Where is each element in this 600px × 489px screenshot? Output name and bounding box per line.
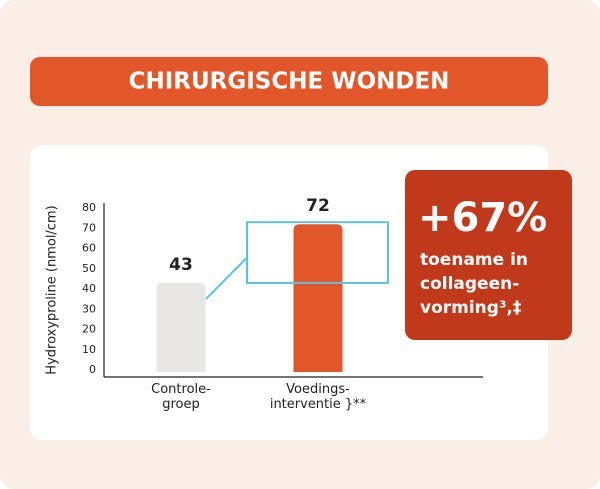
y-tick-label: 80 (82, 201, 96, 214)
y-tick-label: 0 (89, 363, 96, 376)
y-tick-label: 10 (82, 343, 96, 356)
callout-text: toename in collageen- vorming³,‡ (420, 250, 529, 318)
value-label: 72 (306, 196, 330, 216)
bar (156, 282, 206, 372)
banner (30, 57, 548, 106)
y-tick-label: 50 (82, 262, 96, 275)
y-axis-label: Hydroxyproline (nmol/cm) (45, 205, 60, 374)
value-label: 43 (169, 255, 193, 275)
bracket-link (205, 256, 248, 300)
chart-title: CHIRURGISCHE WONDEN (129, 69, 450, 95)
x-tick-label: Controle- groep (151, 382, 211, 412)
bar (293, 224, 343, 372)
bracket (246, 221, 389, 284)
y-tick-label: 30 (82, 302, 96, 315)
y-tick-label: 60 (82, 242, 96, 255)
x-tick-label: Voedings- interventie }** (269, 382, 367, 412)
y-tick-label: 40 (82, 282, 96, 295)
y-tick-label: 70 (82, 221, 96, 234)
callout-value: +67% (418, 195, 547, 241)
callout-box (405, 170, 572, 340)
y-tick-label: 20 (82, 323, 96, 336)
